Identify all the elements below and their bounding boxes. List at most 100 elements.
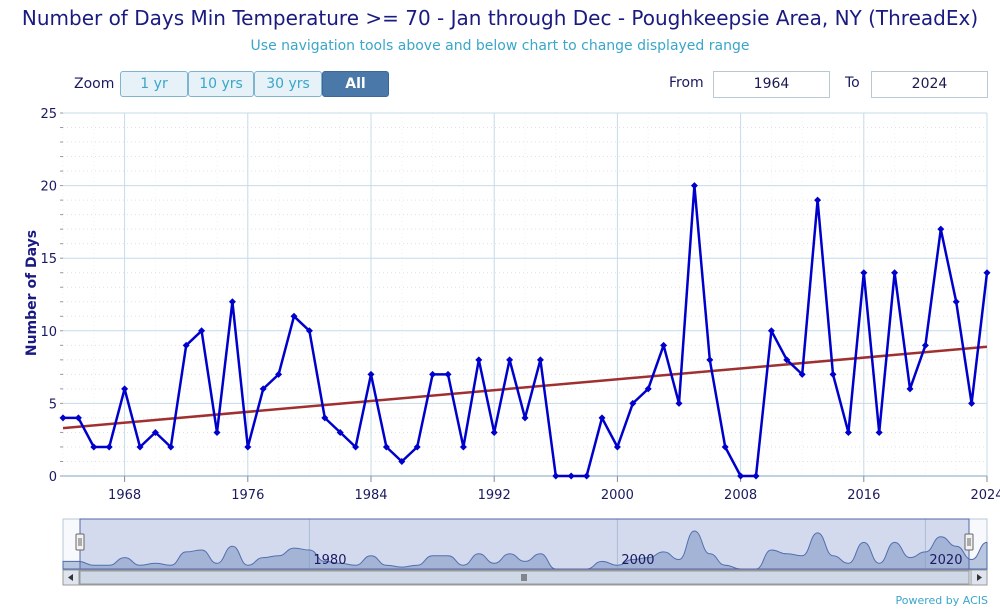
data-point-2014[interactable] bbox=[829, 370, 837, 378]
data-point-2010[interactable] bbox=[767, 327, 775, 335]
y-tick-label: 15 bbox=[40, 252, 57, 267]
data-point-1966[interactable] bbox=[90, 443, 98, 451]
data-point-1964[interactable] bbox=[59, 414, 67, 422]
x-tick-label: 2016 bbox=[847, 488, 880, 503]
data-point-1990[interactable] bbox=[459, 443, 467, 451]
from-input[interactable]: 1964 bbox=[713, 71, 830, 98]
credits-link[interactable]: Powered by ACIS bbox=[895, 594, 989, 607]
data-point-2002[interactable] bbox=[644, 385, 652, 393]
data-point-1983[interactable] bbox=[352, 443, 360, 451]
x-tick-label: 2000 bbox=[601, 488, 634, 503]
data-point-1982[interactable] bbox=[336, 428, 344, 436]
navigator[interactable]: 1980 2000 2020 bbox=[62, 518, 988, 586]
chevron-left-icon bbox=[68, 574, 73, 581]
data-point-2007[interactable] bbox=[721, 443, 729, 451]
x-tick-label: 1992 bbox=[478, 488, 511, 503]
data-point-1995[interactable] bbox=[536, 356, 544, 364]
data-point-1986[interactable] bbox=[398, 457, 406, 465]
data-point-1996[interactable] bbox=[552, 472, 560, 480]
data-point-1969[interactable] bbox=[136, 443, 144, 451]
data-point-1979[interactable] bbox=[290, 312, 298, 320]
data-point-1994[interactable] bbox=[521, 414, 529, 422]
data-point-2017[interactable] bbox=[875, 428, 883, 436]
data-point-2009[interactable] bbox=[752, 472, 760, 480]
navigator-area bbox=[62, 530, 988, 570]
handle-body bbox=[964, 533, 974, 551]
data-point-2013[interactable] bbox=[814, 196, 822, 204]
zoom-30yrs-button[interactable]: 30 yrs bbox=[254, 71, 322, 97]
data-point-2022[interactable] bbox=[952, 298, 960, 306]
data-point-1972[interactable] bbox=[182, 341, 190, 349]
handle-body bbox=[75, 533, 85, 551]
data-point-1999[interactable] bbox=[598, 414, 606, 422]
zoom-label: Zoom bbox=[74, 76, 115, 92]
chart-title: Number of Days Min Temperature >= 70 - J… bbox=[21, 6, 979, 30]
y-tick-label: 5 bbox=[49, 397, 57, 412]
data-point-1992[interactable] bbox=[490, 428, 498, 436]
data-point-2015[interactable] bbox=[844, 428, 852, 436]
data-point-1978[interactable] bbox=[275, 370, 283, 378]
data-point-2008[interactable] bbox=[737, 472, 745, 480]
to-label: To bbox=[845, 75, 860, 91]
data-point-1988[interactable] bbox=[429, 370, 437, 378]
data-point-2020[interactable] bbox=[921, 341, 929, 349]
data-point-1967[interactable] bbox=[105, 443, 113, 451]
data-point-2000[interactable] bbox=[613, 443, 621, 451]
data-point-1973[interactable] bbox=[198, 327, 206, 335]
navigator-right-handle[interactable] bbox=[964, 533, 974, 551]
y-tick-label: 10 bbox=[40, 325, 57, 340]
axes: 0 5 10 15 20 25 1968 1976 1984 1992 2000 2008 2016 20… bbox=[40, 107, 1000, 503]
x-tick-label: 2024 bbox=[970, 488, 1000, 503]
data-point-1968[interactable] bbox=[121, 385, 129, 393]
data-point-1965[interactable] bbox=[74, 414, 82, 422]
data-point-2016[interactable] bbox=[860, 269, 868, 277]
data-point-1993[interactable] bbox=[506, 356, 514, 364]
data-point-1998[interactable] bbox=[583, 472, 591, 480]
y-tick-label: 0 bbox=[49, 470, 57, 485]
scroll-left-button[interactable] bbox=[62, 569, 80, 586]
x-tick-label: 2008 bbox=[724, 488, 757, 503]
x-tick-label: 1984 bbox=[354, 488, 387, 503]
data-point-1985[interactable] bbox=[382, 443, 390, 451]
navigator-selection[interactable] bbox=[79, 518, 970, 570]
data-point-2023[interactable] bbox=[968, 399, 976, 407]
data-point-2019[interactable] bbox=[906, 385, 914, 393]
from-label: From bbox=[669, 75, 704, 91]
navigator-left-handle[interactable] bbox=[75, 533, 85, 551]
data-point-2003[interactable] bbox=[660, 341, 668, 349]
data-point-2024[interactable] bbox=[983, 269, 991, 277]
data-point-1971[interactable] bbox=[167, 443, 175, 451]
data-point-1981[interactable] bbox=[321, 414, 329, 422]
navigator-tick-label: 2000 bbox=[621, 553, 654, 568]
zoom-10yrs-button[interactable]: 10 yrs bbox=[188, 71, 254, 97]
data-point-2011[interactable] bbox=[783, 356, 791, 364]
data-point-1987[interactable] bbox=[413, 443, 421, 451]
data-point-1976[interactable] bbox=[244, 443, 252, 451]
data-point-1984[interactable] bbox=[367, 370, 375, 378]
data-point-1997[interactable] bbox=[567, 472, 575, 480]
navigator-tick-label: 1980 bbox=[313, 553, 346, 568]
data-point-1974[interactable] bbox=[213, 428, 221, 436]
x-tick-label: 1976 bbox=[231, 488, 264, 503]
data-point-2006[interactable] bbox=[706, 356, 714, 364]
zoom-1yr-button[interactable]: 1 yr bbox=[120, 71, 188, 97]
data-point-2018[interactable] bbox=[891, 269, 899, 277]
data-point-1991[interactable] bbox=[475, 356, 483, 364]
data-point-2001[interactable] bbox=[629, 399, 637, 407]
to-input[interactable]: 2024 bbox=[871, 71, 988, 98]
scroll-right-button[interactable] bbox=[970, 569, 988, 586]
data-point-2004[interactable] bbox=[675, 399, 683, 407]
data-point-2005[interactable] bbox=[690, 182, 698, 190]
zoom-all-button[interactable]: All bbox=[322, 71, 389, 97]
y-tick-label: 25 bbox=[40, 107, 57, 122]
data-point-2012[interactable] bbox=[798, 370, 806, 378]
y-tick-label: 20 bbox=[40, 180, 57, 195]
data-point-1975[interactable] bbox=[228, 298, 236, 306]
data-point-1989[interactable] bbox=[444, 370, 452, 378]
chart-subtitle: Use navigation tools above and below cha… bbox=[250, 38, 750, 54]
data-point-1970[interactable] bbox=[151, 428, 159, 436]
data-point-2021[interactable] bbox=[937, 225, 945, 233]
data-point-1977[interactable] bbox=[259, 385, 267, 393]
data-point-1980[interactable] bbox=[305, 327, 313, 335]
